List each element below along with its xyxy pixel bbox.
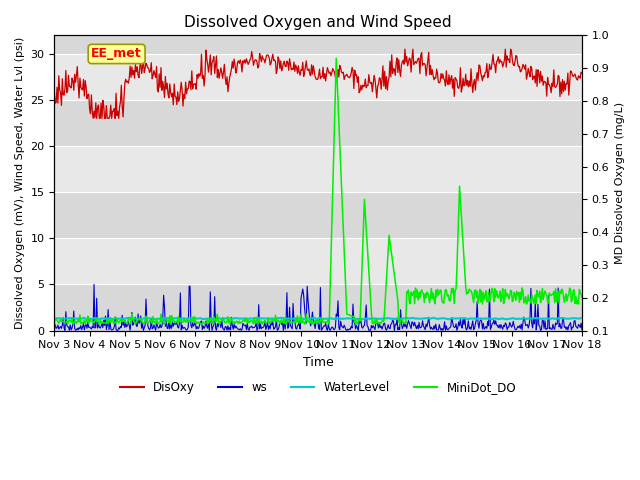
Bar	[54, 100, 582, 146]
Title: Dissolved Oxygen and Wind Speed: Dissolved Oxygen and Wind Speed	[184, 15, 452, 30]
Bar	[54, 54, 582, 100]
Bar	[54, 284, 582, 331]
X-axis label: Time: Time	[303, 356, 333, 369]
Bar	[54, 238, 582, 284]
Bar	[54, 146, 582, 192]
Y-axis label: MD Dissolved Oxygen (mg/L): MD Dissolved Oxygen (mg/L)	[615, 102, 625, 264]
Bar	[54, 192, 582, 238]
Y-axis label: Dissolved Oxygen (mV), Wind Speed, Water Lvl (psi): Dissolved Oxygen (mV), Wind Speed, Water…	[15, 37, 25, 329]
Bar	[54, 36, 582, 54]
Legend: DisOxy, ws, WaterLevel, MiniDot_DO: DisOxy, ws, WaterLevel, MiniDot_DO	[115, 376, 521, 398]
Text: EE_met: EE_met	[92, 48, 142, 60]
